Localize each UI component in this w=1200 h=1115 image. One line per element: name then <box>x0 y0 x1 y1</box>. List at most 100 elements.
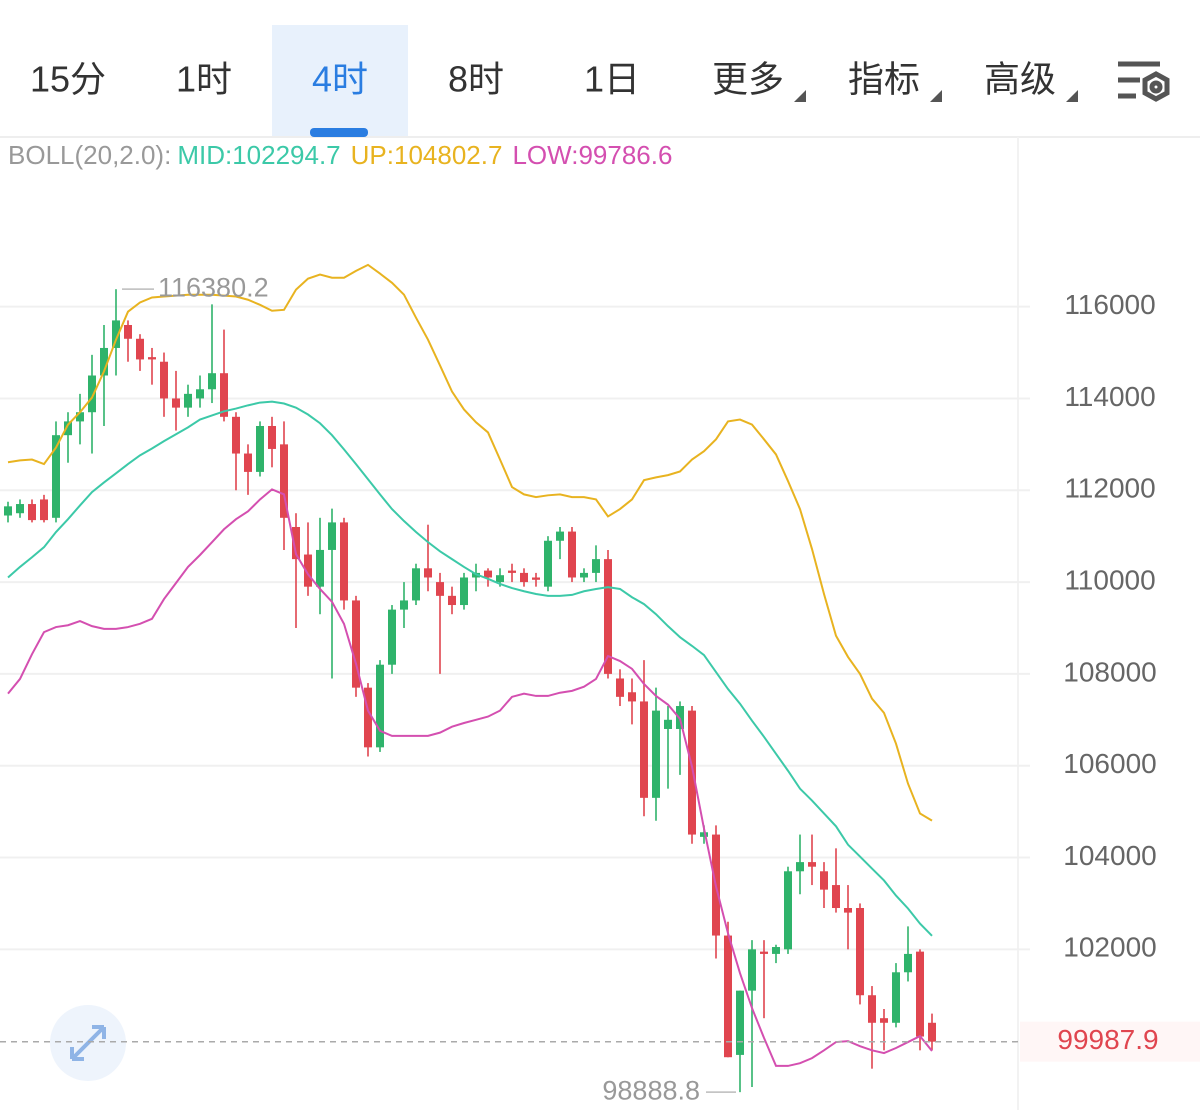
y-tick-label: 106000 <box>1063 748 1156 779</box>
candle-body <box>112 320 120 348</box>
tab-bar: 15分 1时 4时 8时 1日 更多 指标 高级 <box>0 25 1200 138</box>
candle-body <box>52 435 60 518</box>
candle-body <box>376 664 384 748</box>
candle-body <box>520 572 528 583</box>
dropdown-arrow <box>1066 90 1078 102</box>
tab[interactable]: 15分 <box>30 59 106 100</box>
settings-icon[interactable] <box>1118 61 1170 102</box>
min-label: 98888.8 <box>602 1075 700 1105</box>
tab[interactable]: 1日 <box>584 59 640 100</box>
candle-body <box>580 572 588 578</box>
candle-body <box>784 871 792 950</box>
boll-line <box>7 263 933 822</box>
candle-body <box>808 862 816 867</box>
candle-body <box>364 687 372 748</box>
candle-body <box>592 559 600 573</box>
y-tick-label: 110000 <box>1064 564 1155 595</box>
candle-body <box>556 531 564 541</box>
candle-body <box>76 412 84 422</box>
indicator-value: 102294.7 <box>232 140 340 170</box>
candle-body <box>232 416 240 454</box>
zoom-button[interactable] <box>50 1005 126 1081</box>
tab[interactable]: 指标 <box>848 59 920 100</box>
candle-body <box>184 393 192 408</box>
candle-body <box>208 373 216 390</box>
indicator-name: MID: <box>177 140 232 170</box>
tab[interactable]: 1时 <box>176 59 232 100</box>
candle-body <box>328 522 336 550</box>
candle-body <box>496 575 504 583</box>
y-tick-label: 104000 <box>1063 840 1156 871</box>
candle-body <box>292 526 300 560</box>
indicator-legend: BOLL(20,2.0): MID:102294.7 UP:104802.7 LOW:… <box>8 140 672 170</box>
candle-body <box>16 504 24 514</box>
candle-body <box>448 595 456 606</box>
candle-body <box>904 953 912 973</box>
candle-body <box>700 832 708 837</box>
indicator-value: 104802.7 <box>394 140 502 170</box>
candle-body <box>604 559 612 674</box>
candle-body <box>844 908 852 913</box>
tab[interactable]: 高级 <box>984 59 1056 100</box>
candle-body <box>340 522 348 601</box>
candle-body <box>412 568 420 601</box>
candle-body <box>688 710 696 835</box>
tab[interactable]: 8时 <box>448 59 504 100</box>
candle-body <box>544 540 552 587</box>
candle-body <box>388 609 396 665</box>
active-tab-bg <box>272 25 408 137</box>
max-label: 116380.2 <box>158 272 269 302</box>
candle-body <box>268 425 276 449</box>
candle-body <box>88 375 96 413</box>
candle-body <box>916 951 924 1037</box>
candle-body <box>748 949 756 991</box>
candle-body <box>4 506 12 516</box>
last-price-box <box>1020 1021 1200 1062</box>
candle-body <box>316 549 324 587</box>
y-tick-label: 108000 <box>1063 656 1156 687</box>
tab[interactable]: 更多 <box>712 59 784 100</box>
candle-body <box>196 389 204 399</box>
candle-body <box>772 947 780 954</box>
candle-body <box>352 600 360 688</box>
candle-body <box>256 425 264 472</box>
candle-body <box>100 347 108 376</box>
active-tab-indicator <box>310 128 368 137</box>
candle-body <box>160 361 168 399</box>
candle-body <box>664 719 672 729</box>
tab[interactable]: 4时 <box>312 59 368 100</box>
candle-body <box>124 325 132 339</box>
candle-body <box>400 600 408 610</box>
candle-body <box>220 373 228 417</box>
indicator-label: BOLL(20,2.0): <box>8 140 171 170</box>
candle-body <box>304 554 312 587</box>
candle-body <box>892 972 900 1023</box>
candle-body <box>484 570 492 578</box>
candle-body <box>136 338 144 360</box>
candle-body <box>244 453 252 472</box>
dropdown-arrow <box>930 90 942 102</box>
candle-body <box>724 935 732 1058</box>
boll-line <box>7 488 933 1067</box>
candle-body <box>172 398 180 408</box>
indicator-name: UP: <box>351 140 394 170</box>
candle-body <box>928 1022 936 1042</box>
candle-body <box>880 1018 888 1023</box>
candle-body <box>652 710 660 798</box>
candle-body <box>820 871 828 890</box>
candle-body <box>424 568 432 578</box>
candle-body <box>736 990 744 1055</box>
candle-body <box>280 444 288 518</box>
candle-body <box>460 577 468 606</box>
boll-line <box>7 400 933 937</box>
candle-body <box>628 692 636 702</box>
candle-body <box>616 678 624 697</box>
candle-body <box>148 357 156 360</box>
candle-body <box>64 421 72 436</box>
dropdown-arrow <box>794 90 806 102</box>
candle-body <box>532 577 540 580</box>
candle-body <box>28 504 36 521</box>
candle-body <box>640 701 648 798</box>
